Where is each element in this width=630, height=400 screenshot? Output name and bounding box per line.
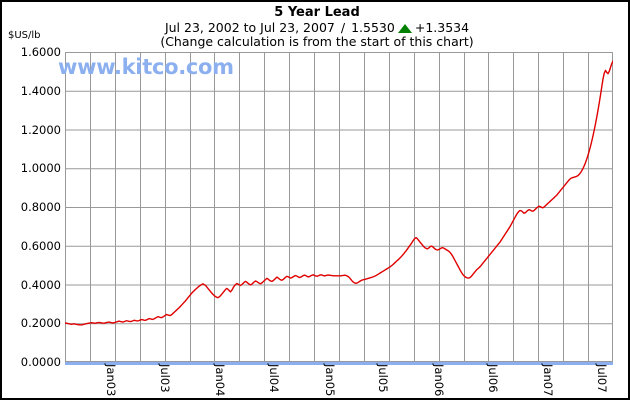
y-tick-label: 1.4000 bbox=[20, 83, 61, 98]
y-tick-label: 0.8000 bbox=[20, 200, 61, 214]
change-value-label: +1.3534 bbox=[414, 20, 470, 35]
x-tick-label: Jan07 bbox=[541, 364, 556, 397]
x-tick-label: Jul06 bbox=[485, 364, 500, 393]
x-tick-label: Jan05 bbox=[322, 364, 337, 397]
x-tick-label: Jan04 bbox=[213, 364, 228, 397]
y-tick-label: 1.2000 bbox=[20, 122, 61, 137]
plot-border bbox=[65, 52, 613, 362]
price-line-svg bbox=[65, 52, 613, 362]
page-title: 5 Year Lead bbox=[274, 5, 360, 20]
y-axis-units-label: $US/lb bbox=[8, 30, 41, 41]
up-triangle-icon bbox=[397, 24, 412, 33]
y-tick-label: 0.4000 bbox=[20, 277, 61, 292]
x-tick-label: Jul03 bbox=[157, 364, 172, 393]
change-calculation-note: (Change calculation is from the start of… bbox=[160, 34, 474, 49]
price-line bbox=[65, 60, 613, 326]
y-axis-labels: 0.0000 0.2000 0.4000 0.6000 0.8000 1.0000 1.20… bbox=[2, 45, 61, 369]
y-tick-label: 1.6000 bbox=[20, 45, 61, 59]
x-tick-label: Jul04 bbox=[267, 364, 282, 393]
y-tick-label: 0.6000 bbox=[20, 238, 61, 253]
y-tick-label: 0.2000 bbox=[20, 316, 61, 331]
plot-area bbox=[65, 52, 613, 362]
subtitle-separator: / bbox=[340, 20, 346, 35]
x-tick-label: Jan06 bbox=[431, 364, 446, 397]
y-tick-label: 0.0000 bbox=[20, 355, 61, 369]
date-range-label: Jul 23, 2002 to Jul 23, 2007 bbox=[164, 20, 335, 35]
x-tick-label: Jul07 bbox=[595, 364, 610, 393]
chart-header: 5 Year Lead Jul 23, 2002 to Jul 23, 2007… bbox=[2, 5, 628, 49]
chart-subtitle: Jul 23, 2002 to Jul 23, 2007 / 1.5530 +1.35… bbox=[2, 20, 628, 35]
gridlines bbox=[65, 52, 613, 362]
x-tick-label: Jul05 bbox=[376, 364, 391, 393]
x-axis-line bbox=[65, 362, 613, 365]
last-value-label: 1.5530 bbox=[351, 20, 395, 35]
x-tick-label: Jan03 bbox=[103, 364, 118, 397]
x-axis-labels: Jan03 Jul03 Jan04 Jul04 Jan05 Jul05 Jan06 Jul06… bbox=[65, 364, 613, 398]
y-tick-label: 1.0000 bbox=[20, 161, 61, 176]
